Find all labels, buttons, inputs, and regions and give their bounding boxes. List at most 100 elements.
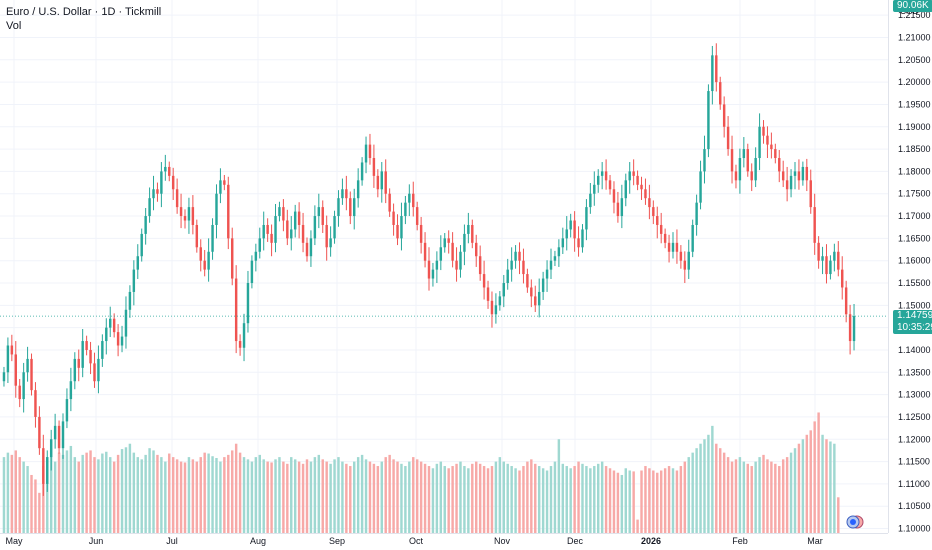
candle-body [258,238,261,252]
candle-body [14,354,17,386]
candle-body [829,260,832,275]
time-tick-label: Feb [732,536,748,546]
candle-body [750,171,753,181]
candle-body [679,251,683,261]
candle-body [215,193,218,225]
volume-bar [726,457,730,533]
volume-bar [168,453,171,533]
time-tick-label: May [5,536,23,546]
candle-body [659,224,663,234]
candle-body [813,207,816,243]
candle-body [620,198,624,217]
volume-bar [313,457,317,533]
last-price-badge: 1.14759 10:35:29 [893,310,932,335]
symbol-title[interactable]: Euro / U.S. Dollar · 1D · Tickmill [6,6,162,18]
volume-bar [801,439,805,533]
volume-bar [384,457,387,533]
volume-bar [837,497,840,533]
volume-bar [242,457,246,533]
volume-bar [522,466,525,533]
volume-bar [833,443,836,533]
candle-body [415,207,419,225]
chart-settings-icon[interactable] [846,515,864,529]
candle-body [640,184,643,190]
time-axis[interactable]: May Jun Jul Aug Sep Oct Nov Dec 2026 Feb Mar [5,536,822,546]
time-tick-label: 2026 [641,536,661,546]
volume-bar [136,457,139,533]
volume-bar [2,457,6,533]
volume-bar [604,466,608,533]
candle-body [628,171,631,181]
volume-bar [719,448,722,533]
volume-bar [274,459,277,533]
candle-body [616,202,620,217]
volume-value-badge: 90.06K [893,0,932,12]
candle-body [801,166,805,181]
volume-bar [341,461,344,533]
candle-body [171,175,175,190]
volume-bar [785,457,789,533]
candle-body [38,416,41,449]
price-tick-label: 1.17000 [898,211,931,221]
volume-bar [569,468,572,533]
candle-body [384,171,387,194]
volume-bar [360,454,364,533]
volume-indicator-label[interactable]: Vol [6,20,22,32]
time-tick-label: Jul [166,536,178,546]
volume-bar [349,466,352,533]
volume-bar [829,441,832,533]
volume-bar [246,459,250,533]
volume-bar [494,461,498,533]
volume-bar [353,461,356,533]
candle-body [120,336,124,346]
candle-body [683,260,687,270]
candle-body [471,224,474,243]
volume-bar [608,468,612,533]
candle-body [715,55,718,83]
volume-bar [435,463,439,533]
candle-body [53,425,57,440]
volume-bar [38,492,41,533]
volume-bar [652,470,655,533]
volume-bar [223,457,226,533]
volume-bar [439,461,443,533]
candle-body [124,309,128,337]
volume-bar [746,463,749,533]
price-tick-label: 1.11500 [898,457,930,467]
candle-body [703,149,706,172]
price-tick-label: 1.12500 [898,412,931,422]
candle-body [140,233,143,257]
candle-body [22,372,25,400]
volume-bar [160,457,163,533]
volume-bar [797,443,801,533]
volume-bar [636,519,639,533]
volume-bar [537,466,541,533]
candle-body [526,274,529,288]
volume-bar [227,454,230,533]
candle-body [691,224,694,252]
volume-bar [825,439,828,533]
candle-body [73,358,77,382]
price-axis[interactable]: 1.21500 1.21000 1.20500 1.20000 1.19500 1.190… [898,10,931,533]
candle-body [250,260,254,284]
volume-bar [813,421,816,533]
candle-body [742,149,746,159]
candle-body [191,207,195,225]
volume-bar [404,466,407,533]
volume-bar [148,448,151,533]
price-tick-label: 1.11000 [898,479,930,489]
volume-bar [597,463,600,533]
chart-legend: Euro / U.S. Dollar · 1D · Tickmill Vol [6,5,161,33]
candle-body [419,224,423,243]
volume-bar [325,461,328,533]
volume-bar [345,463,348,533]
volume-bar [231,450,234,533]
candle-body [266,224,269,234]
candle-body [231,238,234,279]
candle-body [534,296,537,306]
volume-bar [722,452,726,533]
volume-bar [427,466,431,533]
candle-body [852,316,856,342]
candlesticks [2,43,856,496]
